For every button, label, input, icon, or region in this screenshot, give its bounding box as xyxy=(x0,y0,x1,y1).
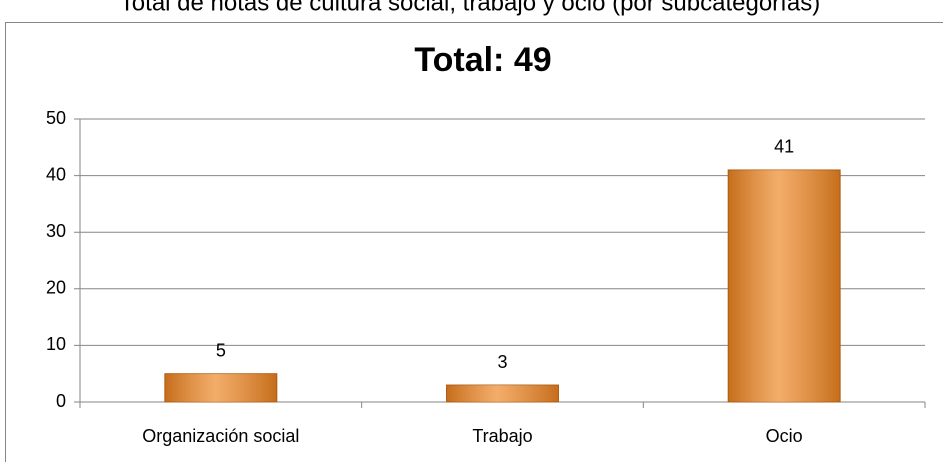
y-tick-label: 50 xyxy=(46,108,66,128)
y-tick-label: 0 xyxy=(56,391,66,411)
data-label: 41 xyxy=(774,137,794,157)
bar-shine xyxy=(728,169,841,402)
chart-title: Total: 49 xyxy=(414,41,551,79)
x-tick-label: Ocio xyxy=(766,426,803,446)
y-tick-label: 30 xyxy=(46,221,66,241)
x-tick-label: Trabajo xyxy=(472,426,532,446)
chart-border xyxy=(5,22,943,462)
y-tick-label: 40 xyxy=(46,164,66,184)
bar-shine xyxy=(164,373,277,402)
page-title: Total de notas de cultura social, trabaj… xyxy=(120,0,820,16)
data-label: 5 xyxy=(216,340,226,360)
y-tick-label: 10 xyxy=(46,334,66,354)
bar-shine xyxy=(446,385,559,402)
x-tick-label: Organización social xyxy=(142,426,299,446)
data-label: 3 xyxy=(497,352,507,372)
y-tick-label: 20 xyxy=(46,278,66,298)
